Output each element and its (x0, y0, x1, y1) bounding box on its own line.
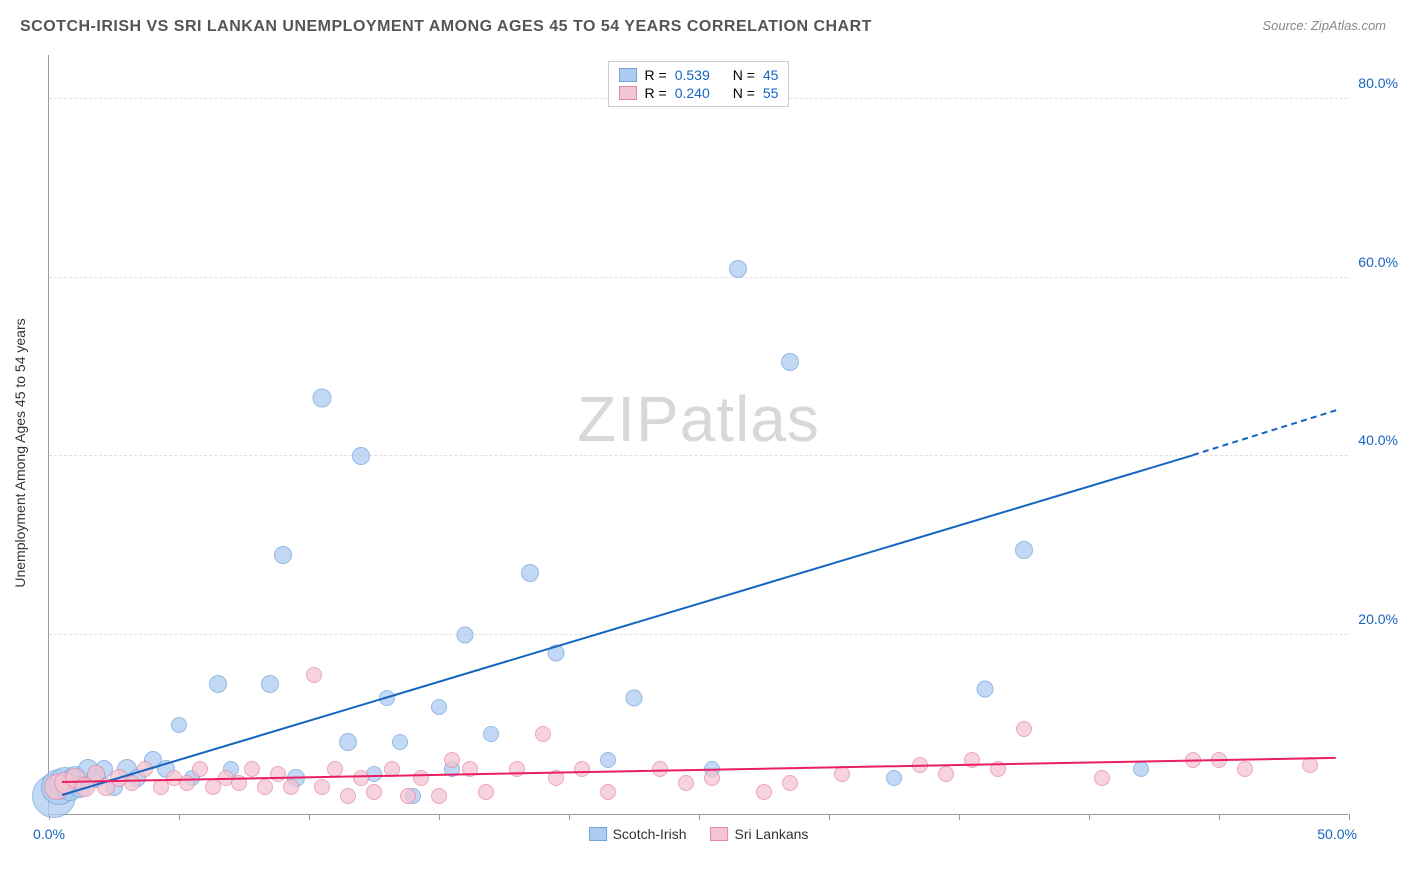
plot-container: Unemployment Among Ages 45 to 54 years Z… (48, 55, 1388, 835)
data-point (1133, 761, 1149, 777)
data-point (886, 770, 902, 786)
legend-r-label: R = (645, 85, 667, 101)
legend-n-label: N = (733, 85, 755, 101)
legend-item: Sri Lankans (710, 826, 808, 842)
data-point (306, 667, 322, 683)
data-point (244, 761, 260, 777)
trend-line-extrapolation (1193, 410, 1337, 457)
x-tick (959, 814, 960, 820)
series-legend: Scotch-Irish Sri Lankans (589, 826, 809, 842)
data-point (457, 627, 474, 644)
plot-area: ZIPatlas R = 0.539 N = 45 R = 0.240 N = … (48, 55, 1348, 815)
legend-swatch-icon (619, 86, 637, 100)
correlation-legend: R = 0.539 N = 45 R = 0.240 N = 55 (608, 61, 790, 107)
data-point (431, 788, 447, 804)
trend-line (62, 454, 1194, 796)
data-point (626, 689, 643, 706)
data-point (124, 775, 140, 791)
data-point (339, 733, 357, 751)
legend-swatch-icon (619, 68, 637, 82)
legend-series-name: Scotch-Irish (613, 826, 687, 842)
data-point (781, 353, 799, 371)
legend-r-value: 0.539 (675, 67, 725, 83)
data-point (535, 726, 551, 742)
x-tick-label: 0.0% (33, 826, 65, 842)
data-point (483, 726, 499, 742)
data-point (600, 784, 616, 800)
data-point (964, 752, 980, 768)
data-point (678, 775, 694, 791)
gridline (49, 455, 1348, 456)
data-point (938, 766, 954, 782)
x-tick (179, 814, 180, 820)
x-tick (1349, 814, 1350, 820)
data-point (444, 752, 460, 768)
data-point (509, 761, 525, 777)
data-point (392, 734, 408, 750)
legend-swatch-icon (710, 827, 728, 841)
data-point (574, 761, 590, 777)
data-point (756, 784, 772, 800)
legend-row: R = 0.240 N = 55 (619, 84, 779, 102)
data-point (478, 784, 494, 800)
legend-n-label: N = (733, 67, 755, 83)
data-point (366, 784, 382, 800)
legend-n-value: 55 (763, 85, 779, 101)
x-tick (829, 814, 830, 820)
x-tick (569, 814, 570, 820)
legend-r-label: R = (645, 67, 667, 83)
legend-series-name: Sri Lankans (734, 826, 808, 842)
y-tick-label: 60.0% (1358, 254, 1398, 270)
data-point (179, 775, 195, 791)
legend-n-value: 45 (763, 67, 779, 83)
data-point (353, 770, 369, 786)
data-point (283, 779, 299, 795)
data-point (413, 770, 429, 786)
data-point (270, 766, 286, 782)
x-tick (439, 814, 440, 820)
data-point (1016, 721, 1032, 737)
legend-r-value: 0.240 (675, 85, 725, 101)
y-tick-label: 40.0% (1358, 432, 1398, 448)
legend-swatch-icon (589, 827, 607, 841)
data-point (352, 447, 370, 465)
x-tick (699, 814, 700, 820)
x-tick (1219, 814, 1220, 820)
legend-item: Scotch-Irish (589, 826, 687, 842)
data-point (314, 779, 330, 795)
source-label: Source: ZipAtlas.com (1262, 18, 1386, 33)
x-tick (309, 814, 310, 820)
data-point (192, 761, 208, 777)
x-tick-label: 50.0% (1317, 826, 1357, 842)
data-point (704, 770, 720, 786)
data-point (261, 675, 279, 693)
y-axis-label: Unemployment Among Ages 45 to 54 years (12, 318, 28, 587)
watermark: ZIPatlas (577, 382, 820, 456)
legend-row: R = 0.539 N = 45 (619, 66, 779, 84)
gridline (49, 277, 1348, 278)
data-point (340, 788, 356, 804)
data-point (1237, 761, 1253, 777)
x-tick (1089, 814, 1090, 820)
gridline (49, 634, 1348, 635)
data-point (400, 788, 416, 804)
data-point (521, 564, 539, 582)
data-point (209, 675, 227, 693)
y-tick-label: 80.0% (1358, 75, 1398, 91)
y-tick-label: 20.0% (1358, 611, 1398, 627)
data-point (274, 546, 292, 564)
data-point (600, 752, 616, 768)
data-point (729, 260, 747, 278)
chart-title: SCOTCH-IRISH VS SRI LANKAN UNEMPLOYMENT … (20, 18, 872, 36)
data-point (257, 779, 273, 795)
data-point (431, 699, 447, 715)
data-point (1094, 770, 1110, 786)
data-point (171, 717, 187, 733)
data-point (313, 389, 332, 408)
data-point (782, 775, 798, 791)
data-point (977, 680, 994, 697)
data-point (1015, 541, 1033, 559)
